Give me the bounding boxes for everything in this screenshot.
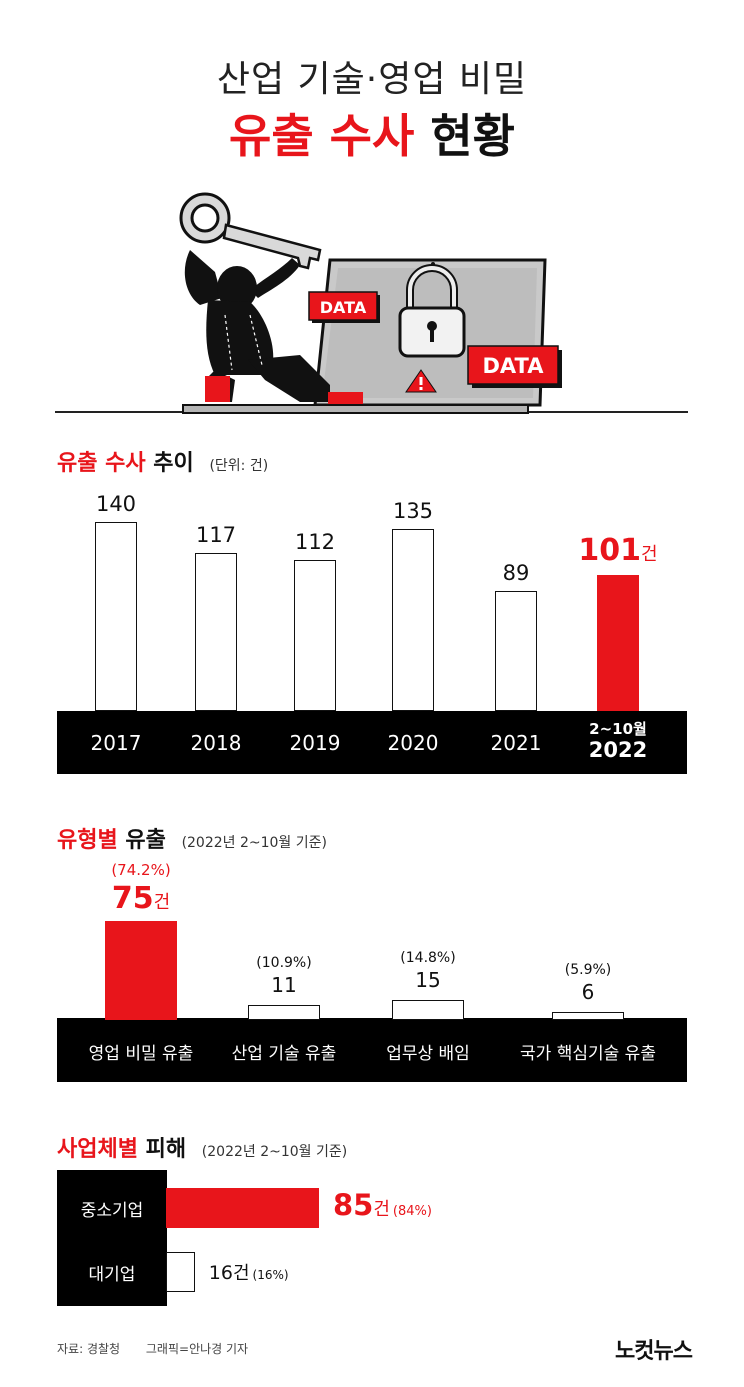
key-icon	[179, 192, 322, 270]
business-bar-1	[166, 1252, 195, 1292]
graphic-credit: 그래픽=안나경 기자	[145, 1342, 249, 1356]
trend-x-label-2019: 2019	[289, 731, 341, 755]
data-tag-1: DATA	[308, 291, 380, 323]
warning-icon	[405, 369, 437, 393]
trend-title-black: 추이	[153, 451, 194, 476]
types-percent-label-2: (14.8%)	[400, 950, 456, 967]
types-x-label-0: 영업 비밀 유출	[88, 1044, 194, 1064]
page-title-black: 현황	[430, 109, 515, 163]
business-title-red: 사업체별	[57, 1137, 138, 1162]
trend-bar-2018	[195, 553, 237, 711]
trend-axis-bar	[57, 711, 687, 774]
data-tag-1-label: DATA	[320, 298, 367, 317]
business-label-1: 대기업	[88, 1265, 136, 1285]
trend-value-label-2022: 101건	[578, 532, 658, 568]
business-value-label-0: 85건 (84%)	[333, 1188, 432, 1222]
types-percent-label-0: (74.2%)	[111, 861, 171, 879]
trend-x-label-2017: 2017	[90, 731, 142, 755]
types-bar-2	[392, 1000, 464, 1020]
data-tag-2: DATA	[467, 345, 562, 388]
trend-value-label-2021: 89	[502, 560, 530, 585]
types-value-label-0: 75건	[111, 881, 171, 916]
hacker-laptop-illustration: DATA DATA	[55, 192, 688, 414]
types-percent-label-3: (5.9%)	[564, 962, 612, 979]
trend-x-label-2022: 2022	[588, 738, 648, 762]
business-value-label-1: 16건 (16%)	[208, 1262, 289, 1284]
hacker-figure	[184, 250, 363, 404]
trend-value-label-2020: 135	[392, 498, 434, 523]
trend-bar-2020	[392, 528, 434, 711]
types-note: (2022년 2~10월 기준)	[181, 835, 327, 851]
business-title-black: 피해	[145, 1137, 187, 1162]
page-title-red: 유출 수사	[229, 109, 415, 163]
types-value-label-1: 11	[271, 973, 297, 998]
trend-value-label-2018: 117	[195, 523, 237, 548]
trend-x-label-2018: 2018	[190, 731, 242, 755]
types-section-title: 유형별 유출 (2022년 2~10월 기준)	[57, 822, 327, 854]
types-bar-1	[248, 1005, 320, 1020]
source-text: 자료: 경찰청	[57, 1342, 121, 1356]
data-tag-2-label: DATA	[482, 354, 544, 378]
business-bar-0	[166, 1188, 319, 1228]
trend-section-title: 유출 수사 추이 (단위: 건)	[57, 445, 268, 477]
types-title-black: 유출	[125, 828, 166, 853]
trend-bar-2019	[294, 559, 336, 711]
types-title-red: 유형별	[57, 828, 118, 853]
trend-x-label-2020: 2020	[387, 731, 439, 755]
nocut-news-logo: 노컷뉴스	[615, 1339, 693, 1364]
types-x-label-2: 업무상 배임	[386, 1044, 470, 1064]
business-note: (2022년 2~10월 기준)	[201, 1144, 348, 1160]
trend-x-label-2021: 2021	[490, 731, 542, 755]
business-label-0: 중소기업	[80, 1201, 144, 1221]
types-axis-bar	[57, 1018, 687, 1082]
source-note: 자료: 경찰청 그래픽=안나경 기자	[57, 1340, 248, 1357]
types-value-label-3: 6	[581, 980, 595, 1005]
types-x-label-3: 국가 핵심기술 유출	[520, 1044, 656, 1064]
trend-bar-2022	[597, 574, 639, 711]
page-title: 유출 수사 현황	[0, 100, 744, 166]
trend-bar-2017	[95, 522, 137, 711]
trend-value-label-2017: 140	[95, 492, 137, 516]
trend-value-label-2019: 112	[294, 529, 336, 554]
padlock-icon	[398, 264, 466, 358]
trend-title-red: 유출 수사	[57, 451, 146, 476]
trend-bar-2021	[495, 590, 537, 711]
trend-last-period: 2~10월	[589, 720, 647, 738]
types-bar-3	[552, 1012, 624, 1020]
types-percent-label-1: (10.9%)	[256, 955, 312, 972]
trend-unit: (단위: 건)	[209, 458, 269, 474]
business-section-title: 사업체별 피해 (2022년 2~10월 기준)	[57, 1131, 347, 1163]
types-value-label-2: 15	[415, 968, 441, 993]
page-subtitle: 산업 기술·영업 비밀	[216, 59, 528, 100]
types-x-label-1: 산업 기술 유출	[231, 1044, 337, 1064]
types-bar-0	[105, 921, 177, 1020]
business-axis-bar	[57, 1170, 167, 1306]
